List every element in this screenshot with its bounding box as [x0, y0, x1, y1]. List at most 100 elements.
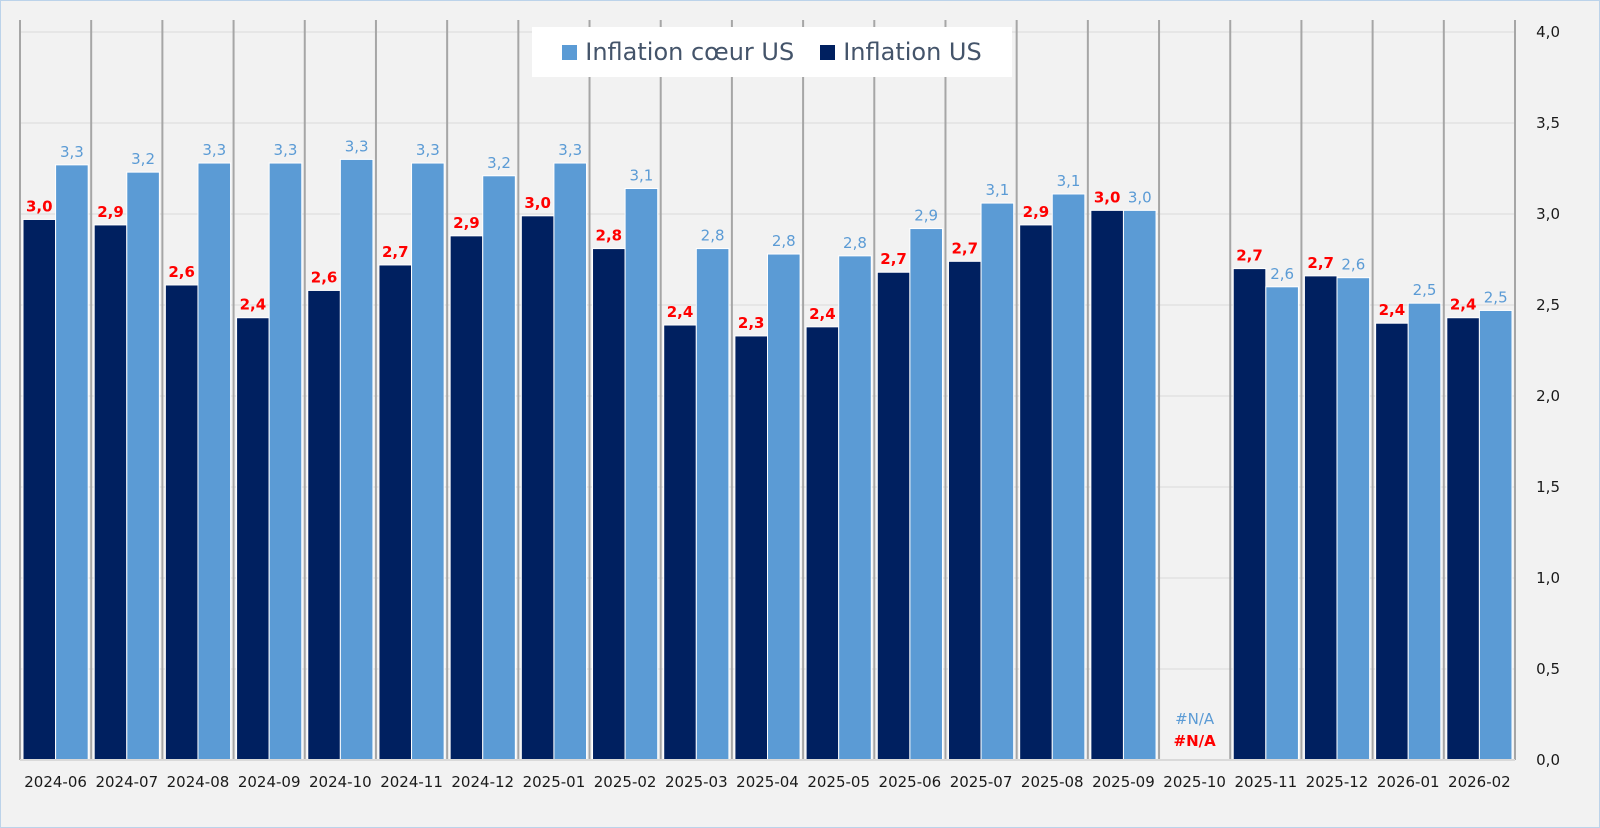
y-tick-label: 2,5 — [1536, 296, 1560, 314]
bar-core — [1265, 286, 1299, 761]
bar-core — [624, 188, 659, 761]
bar-us — [734, 335, 769, 761]
bar-us — [520, 215, 555, 761]
data-label-us: 2,7 — [1236, 247, 1263, 265]
bar-us — [164, 284, 199, 761]
bar-us — [1446, 317, 1480, 761]
x-tick-label: 2024-11 — [380, 773, 443, 791]
data-label-us: 2,7 — [951, 239, 978, 257]
data-label-core: 3,2 — [131, 150, 155, 168]
data-label-core: 3,1 — [985, 181, 1009, 199]
data-label-us: 2,3 — [738, 314, 765, 332]
y-tick-label: 0,5 — [1536, 660, 1560, 678]
data-label-core: 3,3 — [416, 141, 440, 159]
bar-core — [838, 255, 872, 761]
bar-us — [1232, 268, 1267, 761]
data-label-us: 2,4 — [240, 296, 267, 314]
data-label-us: 3,0 — [1094, 188, 1121, 206]
bar-core — [909, 228, 943, 761]
data-label-us: 2,4 — [1379, 301, 1406, 319]
data-label-core: 3,3 — [345, 137, 369, 155]
x-tick-label: 2025-04 — [736, 773, 799, 791]
data-label-us: 2,6 — [311, 268, 338, 286]
bar-core — [1407, 302, 1442, 761]
y-tick-label: 1,5 — [1536, 478, 1560, 496]
data-label-us: #N/A — [1174, 732, 1217, 750]
bar-core — [767, 253, 801, 761]
bar-core — [197, 162, 232, 761]
legend-swatch-core — [562, 44, 578, 60]
data-label-us: 2,4 — [667, 303, 694, 321]
y-tick-label: 3,5 — [1536, 114, 1560, 132]
legend-item-us: Inflation US — [820, 38, 982, 66]
x-tick-label: 2025-03 — [665, 773, 728, 791]
x-tick-label: 2025-01 — [523, 773, 586, 791]
data-label-us: 2,7 — [1307, 254, 1334, 272]
legend-item-core: Inflation cœur US — [562, 38, 794, 66]
data-label-core: 3,3 — [274, 141, 298, 159]
data-label-us: 2,7 — [382, 243, 409, 261]
y-tick-label: 0,0 — [1536, 751, 1560, 769]
legend-swatch-us — [820, 44, 836, 60]
y-tick-label: 4,0 — [1536, 23, 1560, 41]
data-label-core: 3,0 — [1128, 188, 1152, 206]
data-label-core: 2,5 — [1413, 281, 1437, 299]
x-tick-label: 2025-10 — [1163, 773, 1226, 791]
x-tick-label: 2026-02 — [1448, 773, 1511, 791]
data-label-core: 2,8 — [843, 234, 867, 252]
x-tick-label: 2025-11 — [1234, 773, 1297, 791]
x-tick-label: 2025-06 — [879, 773, 942, 791]
data-label-core: 3,3 — [558, 141, 582, 159]
data-label-core: 3,1 — [629, 167, 653, 185]
x-tick-label: 2025-09 — [1092, 773, 1155, 791]
bar-core — [1051, 193, 1086, 761]
data-label-core: 3,3 — [202, 141, 226, 159]
data-label-us: 3,0 — [524, 194, 551, 212]
data-label-core: 3,3 — [60, 143, 84, 161]
legend-label-us: Inflation US — [843, 38, 982, 66]
x-tick-label: 2024-12 — [451, 773, 514, 791]
x-tick-label: 2025-02 — [594, 773, 657, 791]
bar-us — [876, 271, 911, 761]
bar-us — [22, 218, 57, 761]
x-tick-label: 2026-01 — [1377, 773, 1440, 791]
bar-us — [449, 235, 484, 761]
x-tick-label: 2025-07 — [950, 773, 1013, 791]
y-tick-label: 3,0 — [1536, 205, 1560, 223]
data-label-us: 2,9 — [97, 203, 124, 221]
bar-us — [378, 264, 413, 761]
data-label-us: 2,4 — [1450, 296, 1477, 314]
data-label-core: 2,6 — [1270, 265, 1294, 283]
data-label-us: 3,0 — [26, 197, 53, 215]
bar-us — [663, 324, 697, 761]
bar-core — [339, 158, 374, 761]
data-label-core: 2,9 — [914, 207, 938, 225]
bar-us — [1090, 209, 1124, 761]
data-label-us: 2,6 — [168, 263, 195, 281]
bar-core — [55, 164, 89, 761]
bar-us — [1019, 224, 1053, 761]
bar-us — [1303, 275, 1338, 761]
data-label-us: 2,8 — [596, 227, 623, 245]
data-label-core: 3,1 — [1057, 172, 1081, 190]
y-tick-label: 1,0 — [1536, 569, 1560, 587]
x-tick-label: 2024-10 — [309, 773, 372, 791]
data-label-us: 2,7 — [880, 250, 907, 268]
y-tick-label: 2,0 — [1536, 387, 1560, 405]
bar-core — [1122, 209, 1157, 761]
bar-core — [695, 248, 730, 761]
x-tick-label: 2024-09 — [238, 773, 301, 791]
bar-core — [980, 202, 1015, 761]
data-label-core: #N/A — [1175, 710, 1215, 728]
bar-core — [411, 162, 445, 761]
x-tick-label: 2025-12 — [1306, 773, 1369, 791]
x-tick-label: 2025-05 — [807, 773, 870, 791]
data-label-us: 2,9 — [453, 214, 480, 232]
bar-us — [307, 289, 341, 761]
x-tick-label: 2024-07 — [95, 773, 158, 791]
bar-us — [236, 317, 270, 761]
bar-us — [805, 326, 840, 761]
legend-label-core: Inflation cœur US — [585, 38, 795, 66]
data-label-core: 2,5 — [1484, 288, 1508, 306]
